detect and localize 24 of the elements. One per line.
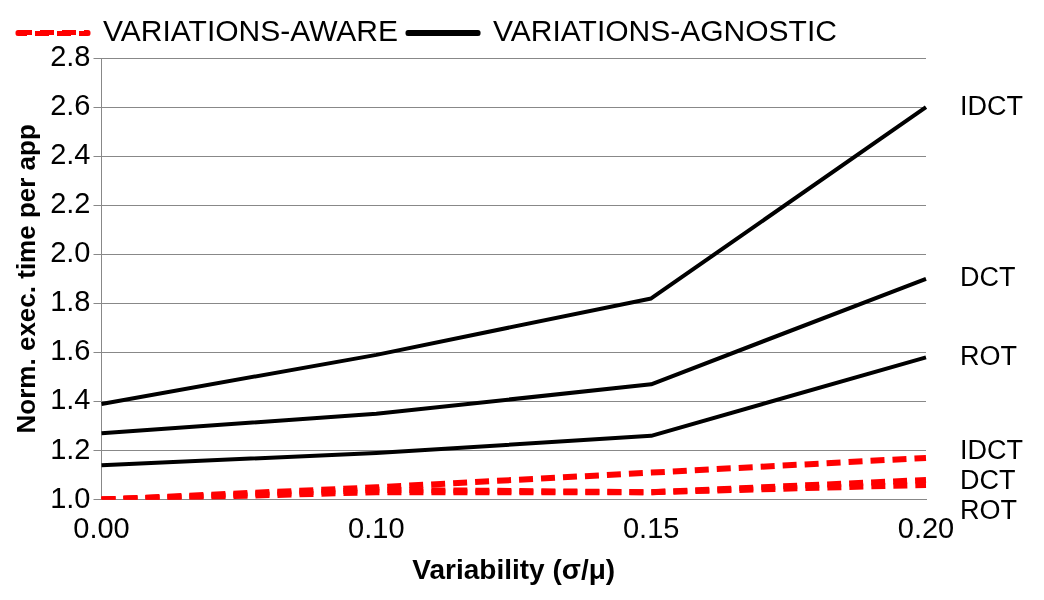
legend-label: VARIATIONS-AWARE [103,14,399,48]
annotation: ROT [960,495,1017,526]
x-tick-label: 0.20 [897,512,955,544]
annotation: DCT [960,262,1016,293]
y-tick-label: 1.2 [50,432,91,465]
y-tick-label: 2.8 [50,40,91,72]
annotation: IDCT [960,435,1023,466]
y-tick-label: 1.0 [50,481,91,514]
x-axis-title: Variability (σ/μ) [412,553,616,585]
x-tick-label: 0.15 [622,512,680,544]
legend-label: VARIATIONS-AGNOSTIC [493,14,837,48]
annotation: DCT [960,465,1016,496]
annotation: IDCT [960,90,1023,121]
y-tick-label: 1.4 [50,383,91,416]
y-tick-label: 2.4 [50,138,91,171]
x-tick-label: 0.10 [348,512,405,544]
x-tick-label: 0.00 [73,512,130,544]
y-tick-label: 1.6 [50,334,91,367]
y-axis-title: Norm. exec. time per app [10,124,41,434]
y-tick-label: 1.8 [50,285,91,318]
y-tick-label: 2.6 [50,89,91,122]
y-tick-label: 2.0 [50,236,91,269]
y-tick-label: 2.2 [50,187,91,220]
annotation: ROT [960,340,1017,371]
